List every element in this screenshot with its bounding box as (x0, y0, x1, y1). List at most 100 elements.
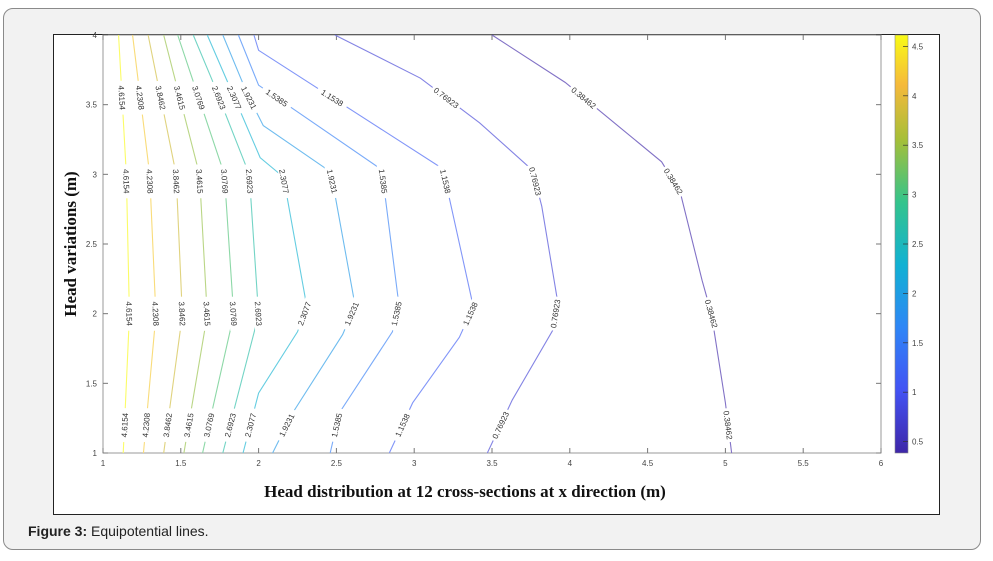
contour-label-bg (150, 296, 162, 331)
contour-label-bg (177, 296, 188, 331)
colorbar-tick-label: 3 (912, 191, 917, 200)
contour-label-text: 1.5385 (377, 169, 389, 195)
contour-label-text: 4.2308 (144, 169, 154, 194)
contour-label-bg (200, 407, 218, 443)
contour-label: 4.6154 (119, 407, 130, 443)
contour-label-text: 3.4615 (194, 169, 204, 194)
contour-label-text: 0.38462 (721, 410, 734, 440)
y-tick-label: 2.5 (86, 240, 98, 249)
x-axis-label: Head distribution at 12 cross-sections a… (264, 482, 666, 501)
contour-label-bg (274, 407, 299, 443)
contour-label-bg (437, 163, 454, 199)
contour-label: 0.38462 (721, 407, 735, 443)
contour-label-bg (189, 80, 209, 116)
contour-label-bg (124, 296, 135, 331)
y-axis-label: Head variations (m) (61, 171, 80, 316)
y-tick-label: 1 (93, 449, 98, 458)
contour-label-text: 4.6154 (116, 85, 126, 110)
contour-label: 3.4615 (202, 296, 213, 331)
figure-caption: Figure 3: Equipotential lines. (28, 523, 209, 539)
contour-label-bg (144, 164, 156, 199)
contour-label: 4.2308 (139, 407, 152, 443)
contour-label-bg (241, 407, 259, 443)
contour-label-bg (294, 296, 315, 332)
colorbar-tick-label: 4 (912, 92, 917, 101)
contour-label-bg (526, 163, 544, 199)
contour-label-text: 0.76923 (549, 298, 562, 328)
contour-label-text: 2.6923 (244, 169, 255, 195)
contour-label-bg (702, 296, 721, 332)
colorbar-tick-label: 3.5 (912, 141, 924, 150)
contour-label-text: 3.8462 (177, 301, 187, 326)
contour-label: 4.6154 (121, 164, 132, 199)
contour-label-bg (208, 80, 230, 116)
contour-label-text: 2.3077 (277, 169, 290, 195)
contour-label-bg (227, 296, 240, 331)
x-tick-label: 4 (568, 459, 573, 468)
contour-label-text: 4.6154 (120, 412, 130, 437)
contour-label-bg (181, 407, 196, 443)
y-tick-label: 3.5 (86, 101, 98, 110)
contour-label-bg (194, 164, 206, 199)
contour-label: 0.76923 (548, 296, 563, 332)
colorbar-tick-label: 1 (912, 388, 917, 397)
contour-label-bg (133, 80, 147, 116)
contour-label: 2.6923 (244, 164, 256, 199)
contour-label-bg (489, 407, 512, 443)
contour-label-bg (139, 407, 152, 443)
contour-label-bg (252, 296, 265, 331)
contour-label-bg (315, 84, 350, 111)
contour-label-bg (391, 407, 414, 443)
contour-label: 3.8462 (160, 407, 175, 443)
contour-label: 3.8462 (177, 296, 188, 331)
contour-label-bg (660, 164, 687, 199)
contour-label: 4.6154 (116, 80, 128, 115)
contour-label: 3.8462 (171, 164, 182, 199)
x-tick-label: 5 (723, 459, 728, 468)
contour-label-bg (567, 83, 600, 112)
contour-label-bg (171, 164, 182, 199)
contour-label-bg (276, 163, 292, 199)
x-tick-label: 4.5 (642, 459, 654, 468)
contour-label-bg (171, 80, 189, 116)
x-tick-label: 5.5 (798, 459, 810, 468)
colorbar-tick-label: 2 (912, 289, 917, 298)
contour-label-bg (221, 407, 239, 443)
contour-label-bg (152, 80, 169, 116)
contour-label-bg (328, 407, 345, 443)
contour-label: 4.2308 (133, 80, 147, 116)
contour-label-bg (119, 407, 130, 443)
contour-label-bg (340, 296, 363, 332)
x-tick-label: 3 (412, 459, 417, 468)
y-tick-label: 4 (93, 31, 98, 40)
contour-label: 4.2308 (150, 296, 162, 331)
y-tick-label: 1.5 (86, 379, 98, 388)
contour-label-text: 3.0769 (228, 301, 239, 327)
contour-label: 4.6154 (124, 296, 135, 331)
contour-label-bg (116, 80, 128, 115)
contour-label: 1.5385 (376, 163, 390, 199)
contour-label: 3.0769 (227, 296, 240, 331)
contour-label: 3.4615 (194, 164, 206, 199)
contour-label: 4.2308 (144, 164, 156, 199)
contour-label: 2.3077 (276, 163, 292, 199)
x-tick-label: 3.5 (486, 459, 498, 468)
contour-label-bg (430, 83, 463, 112)
y-tick-label: 2 (93, 310, 98, 319)
contour-label-bg (121, 164, 132, 199)
colorbar-tick-label: 4.5 (912, 42, 924, 51)
contour-label-text: 4.2308 (150, 301, 160, 326)
contour-label-text: 3.8462 (171, 169, 181, 194)
contour-label-text: 4.2308 (134, 85, 146, 111)
contour-label-bg (160, 407, 175, 443)
contour-label-bg (260, 84, 294, 112)
contour-label-bg (223, 80, 246, 116)
contour-label-text: 4.6154 (124, 301, 134, 326)
contour-label-text: 4.2308 (141, 412, 152, 438)
contour-label-bg (548, 296, 563, 332)
y-tick-label: 3 (93, 170, 98, 179)
contour-label: 2.6923 (252, 296, 265, 331)
colorbar-tick-label: 1.5 (912, 339, 924, 348)
x-tick-label: 2.5 (331, 459, 343, 468)
caption-text: Equipotential lines. (87, 523, 209, 539)
